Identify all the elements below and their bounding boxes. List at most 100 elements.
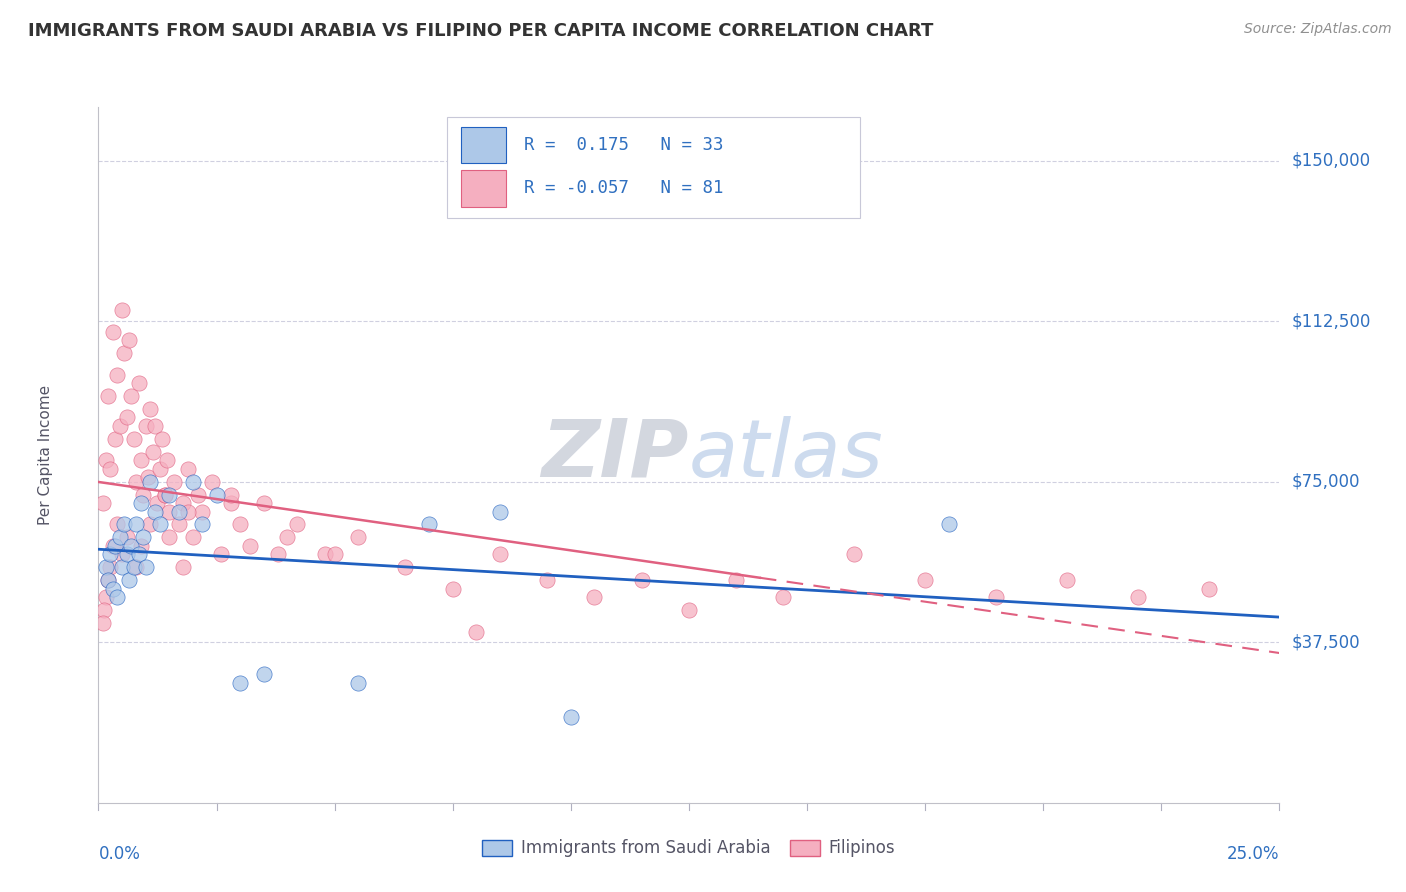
Point xyxy=(984,591,1007,605)
Point xyxy=(630,573,652,587)
Point xyxy=(167,505,190,519)
Point xyxy=(101,325,124,339)
Point xyxy=(132,530,155,544)
Point xyxy=(104,539,127,553)
Point xyxy=(136,470,159,484)
Text: Source: ZipAtlas.com: Source: ZipAtlas.com xyxy=(1244,22,1392,37)
Point xyxy=(418,517,440,532)
Point xyxy=(394,560,416,574)
Point xyxy=(844,548,866,562)
Text: $75,000: $75,000 xyxy=(1291,473,1360,491)
Point xyxy=(1198,582,1220,596)
Point xyxy=(276,530,298,544)
Point xyxy=(129,453,152,467)
Point xyxy=(115,548,138,562)
Point xyxy=(156,453,179,467)
Text: 25.0%: 25.0% xyxy=(1227,845,1279,863)
Point xyxy=(135,419,157,434)
Point xyxy=(172,496,194,510)
Point xyxy=(725,573,748,587)
Point xyxy=(128,548,150,562)
Point xyxy=(153,487,176,501)
Point xyxy=(105,517,128,532)
Point xyxy=(157,530,180,544)
Point xyxy=(146,496,169,510)
Point xyxy=(94,453,117,467)
Point xyxy=(314,548,336,562)
Point xyxy=(98,560,121,574)
Point xyxy=(181,475,204,489)
FancyBboxPatch shape xyxy=(461,127,506,162)
Point xyxy=(97,573,120,587)
Point xyxy=(201,475,224,489)
Point xyxy=(678,603,700,617)
Point xyxy=(150,432,173,446)
Point xyxy=(149,517,172,532)
Point xyxy=(105,591,128,605)
Text: $150,000: $150,000 xyxy=(1291,152,1371,169)
Point xyxy=(98,548,121,562)
FancyBboxPatch shape xyxy=(461,170,506,207)
Point xyxy=(94,560,117,574)
Point xyxy=(121,389,143,403)
Point xyxy=(135,560,157,574)
Point xyxy=(157,505,180,519)
Text: $37,500: $37,500 xyxy=(1291,633,1360,651)
Point xyxy=(285,517,308,532)
Point xyxy=(177,462,200,476)
Point xyxy=(142,444,165,458)
Point xyxy=(139,475,162,489)
Point xyxy=(139,401,162,416)
Point xyxy=(1056,573,1078,587)
Point xyxy=(772,591,794,605)
Point xyxy=(118,334,141,348)
Point xyxy=(104,432,127,446)
Point xyxy=(1126,591,1149,605)
Point xyxy=(267,548,290,562)
Text: atlas: atlas xyxy=(689,416,884,494)
Point xyxy=(229,517,252,532)
Point xyxy=(112,346,135,360)
Point xyxy=(112,517,135,532)
Point xyxy=(253,496,276,510)
Point xyxy=(157,487,180,501)
Point xyxy=(229,676,252,690)
Point xyxy=(143,505,166,519)
Text: R = -0.057   N = 81: R = -0.057 N = 81 xyxy=(523,179,723,197)
Point xyxy=(191,505,214,519)
Point xyxy=(108,530,131,544)
Point xyxy=(323,548,346,562)
Point xyxy=(125,517,148,532)
Point xyxy=(205,487,228,501)
Point xyxy=(253,667,276,681)
Text: Per Capita Income: Per Capita Income xyxy=(38,384,53,525)
Point xyxy=(111,303,134,318)
Point xyxy=(489,548,512,562)
Point xyxy=(149,462,172,476)
Point xyxy=(97,389,120,403)
Point xyxy=(115,410,138,425)
Point xyxy=(91,496,114,510)
Point xyxy=(118,573,141,587)
Point xyxy=(129,539,152,553)
Point xyxy=(191,517,214,532)
Point xyxy=(441,582,464,596)
Point xyxy=(101,582,124,596)
Point xyxy=(219,496,242,510)
Point xyxy=(122,432,145,446)
Point xyxy=(583,591,606,605)
Point xyxy=(938,517,960,532)
Point xyxy=(101,539,124,553)
Point xyxy=(98,462,121,476)
Point xyxy=(489,505,512,519)
Text: $112,500: $112,500 xyxy=(1291,312,1371,330)
Point xyxy=(111,548,134,562)
Legend: Immigrants from Saudi Arabia, Filipinos: Immigrants from Saudi Arabia, Filipinos xyxy=(475,833,903,864)
Point xyxy=(91,615,114,630)
Point xyxy=(139,517,162,532)
Point xyxy=(163,475,186,489)
Point xyxy=(143,419,166,434)
Point xyxy=(93,603,115,617)
Point xyxy=(153,487,176,501)
Point xyxy=(111,560,134,574)
